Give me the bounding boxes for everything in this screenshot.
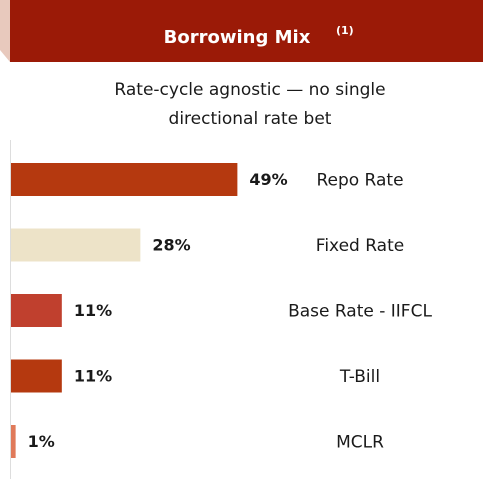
value-label: 1% [28,432,55,451]
bar [11,163,238,196]
title-note: (1) [336,24,354,37]
title-banner [10,0,483,62]
bar [11,425,16,458]
bar [11,228,141,262]
bar [11,359,62,393]
category-label: Base Rate - IIFCL [288,302,432,322]
subtitle: Rate-cycle agnostic — no single [114,80,385,100]
value-label: 28% [152,236,190,255]
category-label: Repo Rate [316,171,403,191]
category-label: T-Bill [339,367,380,387]
bar [11,294,62,327]
subtitle: directional rate bet [169,109,332,129]
category-label: MCLR [336,433,384,453]
value-label: 11% [74,301,112,320]
chart-title: Borrowing Mix [164,27,311,48]
banner-fold [0,0,10,62]
value-label: 49% [249,170,287,189]
category-label: Fixed Rate [316,236,404,256]
value-label: 11% [74,367,112,386]
